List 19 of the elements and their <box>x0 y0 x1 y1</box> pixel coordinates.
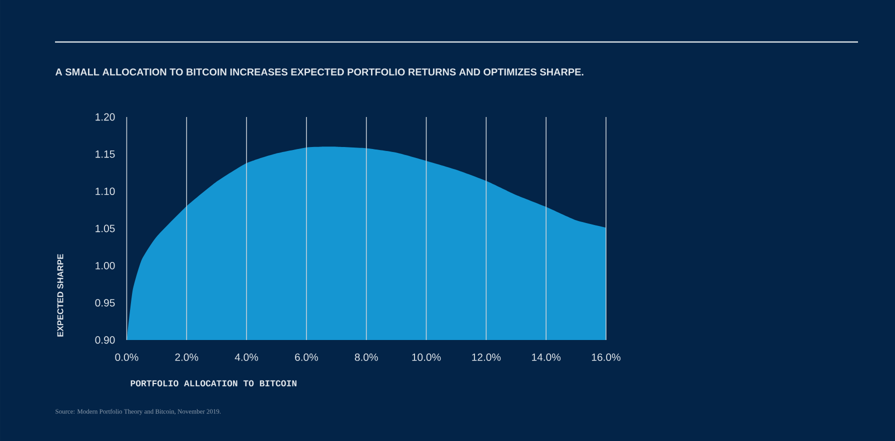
x-tick-label: 4.0% <box>234 354 258 361</box>
y-tick-label: 1.05 <box>96 224 115 232</box>
y-tick-label: 1.20 <box>96 113 115 121</box>
y-axis-title: EXPECTED SHARPE <box>57 254 64 336</box>
x-tick-label: 12.0% <box>472 354 501 361</box>
y-tick-label: 1.15 <box>96 150 115 158</box>
x-tick-label: 6.0% <box>295 354 318 361</box>
x-tick-label: 2.0% <box>175 354 198 361</box>
x-tick-label: 14.0% <box>532 354 561 361</box>
x-axis-title: PORTFOLIO ALLOCATION TO BITCOIN <box>130 380 296 386</box>
y-tick-label: 1.10 <box>96 188 115 196</box>
x-tick-label: 8.0% <box>354 354 378 361</box>
y-tick-label: 0.95 <box>95 299 115 307</box>
x-tick-label: 10.0% <box>412 354 441 361</box>
x-tick-label: 16.0% <box>592 354 620 361</box>
x-tick-label: 0.0% <box>115 354 138 361</box>
y-tick-label: 0.90 <box>95 336 115 344</box>
y-tick-label: 1.00 <box>96 262 115 270</box>
chart-title: A SMALL ALLOCATION TO BITCOIN INCREASES EXPECTED PORTFOLIO RETURNS AND OPTIMIZES SHARPE. <box>55 68 584 76</box>
